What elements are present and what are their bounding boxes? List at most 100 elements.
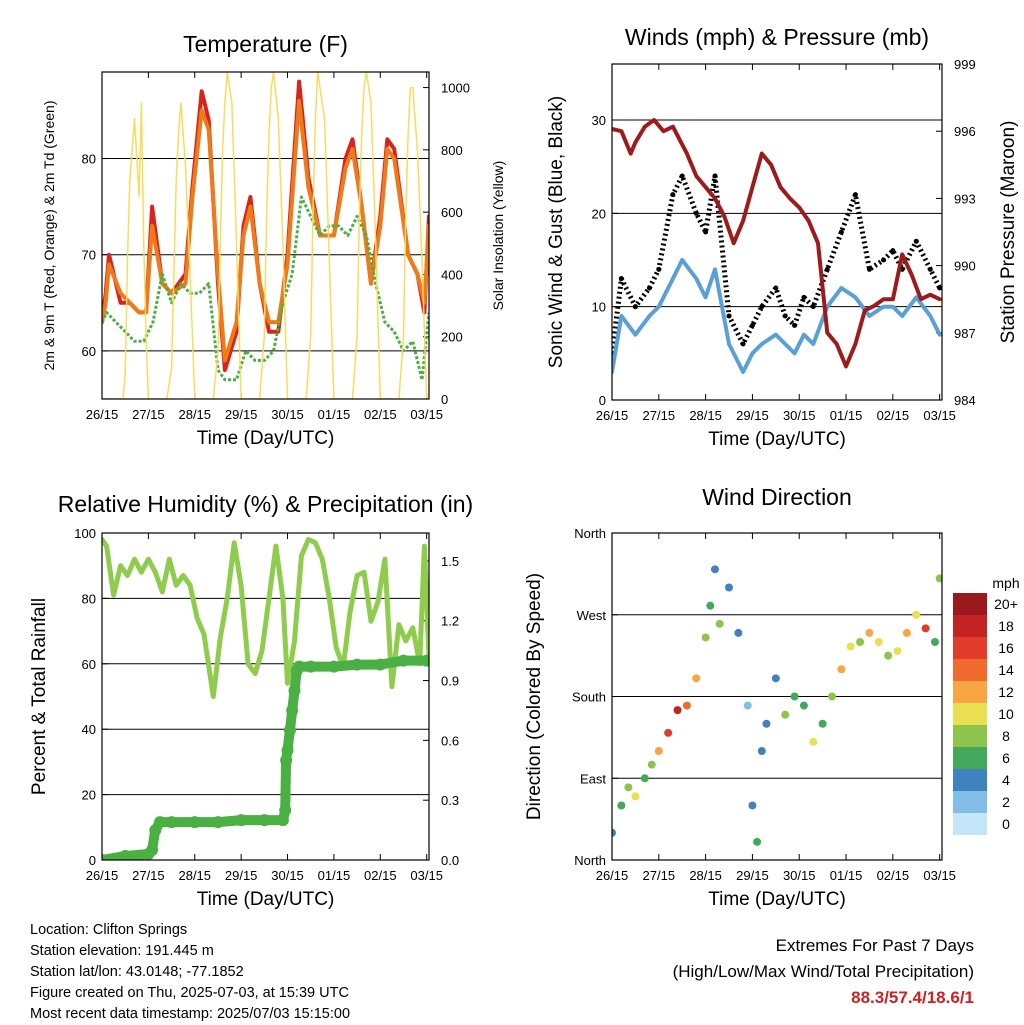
x-tick-label: 28/15 — [178, 407, 211, 422]
y-tick-label: South — [572, 690, 606, 705]
direction-point — [771, 674, 780, 683]
precip-point — [211, 816, 224, 829]
x-axis-label: Time (Day/UTC) — [197, 428, 335, 449]
x-tick-label: 02/15 — [364, 407, 397, 422]
gust-point — [773, 285, 779, 291]
y-tick-label: North — [574, 526, 606, 541]
direction-point — [748, 801, 757, 810]
precip-point — [327, 660, 340, 673]
x-tick-label: 29/15 — [736, 868, 769, 883]
precip-point — [279, 804, 292, 817]
y-tick-label: 30 — [592, 113, 606, 128]
colorbar-swatch — [953, 769, 987, 791]
extremes-panel: Extremes For Past 7 Days (High/Low/Max W… — [673, 933, 974, 1011]
y-tick-label: East — [580, 771, 606, 786]
direction-point — [757, 747, 766, 755]
chart-panel-3: Relative Humidity (%) & Precipitation (i… — [29, 491, 473, 910]
x-tick-label: 03/15 — [410, 407, 443, 422]
gust-point — [810, 304, 816, 310]
precip-point — [188, 816, 201, 829]
y-right-tick-label: 200 — [441, 330, 463, 345]
chart-title: Relative Humidity (%) & Precipitation (i… — [58, 491, 473, 517]
chart-panel-4: Wind DirectionNorthEastSouthWestNorth26/… — [524, 484, 1020, 910]
y-right-tick-label: 1.5 — [441, 554, 459, 569]
precip-point — [281, 744, 294, 757]
y-right-tick-label: 400 — [441, 267, 463, 282]
direction-point — [617, 801, 626, 810]
gust-point — [632, 304, 638, 310]
direction-point — [682, 701, 691, 710]
chart-panel-1: Temperature (F)6070800200400600800100026… — [41, 31, 506, 449]
series-solar — [102, 72, 428, 399]
station-latlon: Station lat/lon: 43.0148; -77.1852 — [30, 964, 244, 980]
direction-point — [624, 783, 633, 792]
x-tick-label: 03/15 — [923, 408, 956, 423]
colorbar-label: 0 — [1002, 816, 1010, 832]
colorbar-swatch — [953, 747, 987, 769]
x-tick-label: 30/15 — [271, 868, 304, 883]
plot-area — [102, 72, 429, 399]
direction-point — [884, 651, 893, 660]
y-right-tick-label: 990 — [954, 259, 976, 274]
precip-point — [304, 660, 317, 673]
direction-point — [935, 574, 942, 583]
gust-point — [890, 248, 896, 254]
x-tick-label: 01/15 — [318, 407, 351, 422]
colorbar-label: 2 — [1002, 794, 1010, 810]
direction-point — [743, 701, 752, 710]
chart-title: Wind Direction — [702, 484, 852, 510]
precip-point — [165, 816, 178, 829]
x-tick-label: 03/15 — [410, 868, 443, 883]
y-tick-label: 20 — [82, 788, 96, 803]
direction-point — [692, 674, 701, 683]
direction-point — [865, 628, 874, 637]
direction-point — [673, 706, 682, 715]
chart-title: Winds (mph) & Pressure (mb) — [625, 24, 929, 50]
colorbar-swatch — [953, 659, 987, 681]
gust-point — [782, 313, 788, 319]
y-tick-label: 10 — [592, 300, 606, 315]
x-tick-label: 27/15 — [643, 408, 676, 423]
precip-point — [397, 654, 410, 667]
x-axis-label: Time (Day/UTC) — [708, 889, 846, 910]
direction-point — [715, 619, 724, 628]
y-right-tick-label: 987 — [954, 326, 976, 341]
direction-point — [706, 601, 715, 610]
gust-point — [866, 266, 872, 272]
direction-point — [818, 719, 827, 728]
direction-point — [874, 638, 883, 646]
colorbar-label: 6 — [1002, 750, 1010, 766]
precip-point — [119, 850, 132, 860]
x-tick-label: 27/15 — [132, 868, 165, 883]
colorbar-label: 12 — [998, 684, 1014, 700]
precip-point — [351, 658, 364, 671]
x-tick-label: 01/15 — [830, 868, 863, 883]
direction-point — [893, 647, 902, 656]
direction-point — [902, 628, 911, 637]
x-tick-label: 30/15 — [783, 408, 816, 423]
x-tick-label: 26/15 — [596, 408, 629, 423]
gust-point — [693, 210, 699, 216]
gust-point — [838, 229, 844, 235]
colorbar-label: 14 — [998, 662, 1014, 678]
colorbar: mph 20+ 18 16 14 12 10 8 6 4 2 0 — [953, 575, 1020, 835]
y-tick-label: 100 — [74, 526, 96, 541]
direction-point — [828, 692, 836, 701]
y-tick-label: 40 — [82, 722, 96, 737]
y-tick-label: 80 — [82, 152, 96, 167]
y-axis-label: Direction (Colored By Speed) — [524, 573, 545, 820]
y-right-tick-label: 1.2 — [441, 614, 459, 629]
y-right-tick-label: 993 — [954, 191, 976, 206]
gust-point — [749, 322, 755, 328]
precip-point — [286, 704, 299, 717]
chart-title: Temperature (F) — [183, 31, 348, 57]
series-wind — [612, 258, 942, 374]
direction-point — [725, 583, 734, 592]
x-tick-label: 28/15 — [689, 868, 722, 883]
gust-point — [712, 173, 718, 179]
direction-point — [654, 747, 663, 755]
chart-panel-2: Winds (mph) & Pressure (mb) 0 10 20 30 984 987… — [546, 24, 1019, 450]
x-tick-label: 02/15 — [364, 868, 397, 883]
y-tick-label: 0 — [89, 853, 96, 868]
